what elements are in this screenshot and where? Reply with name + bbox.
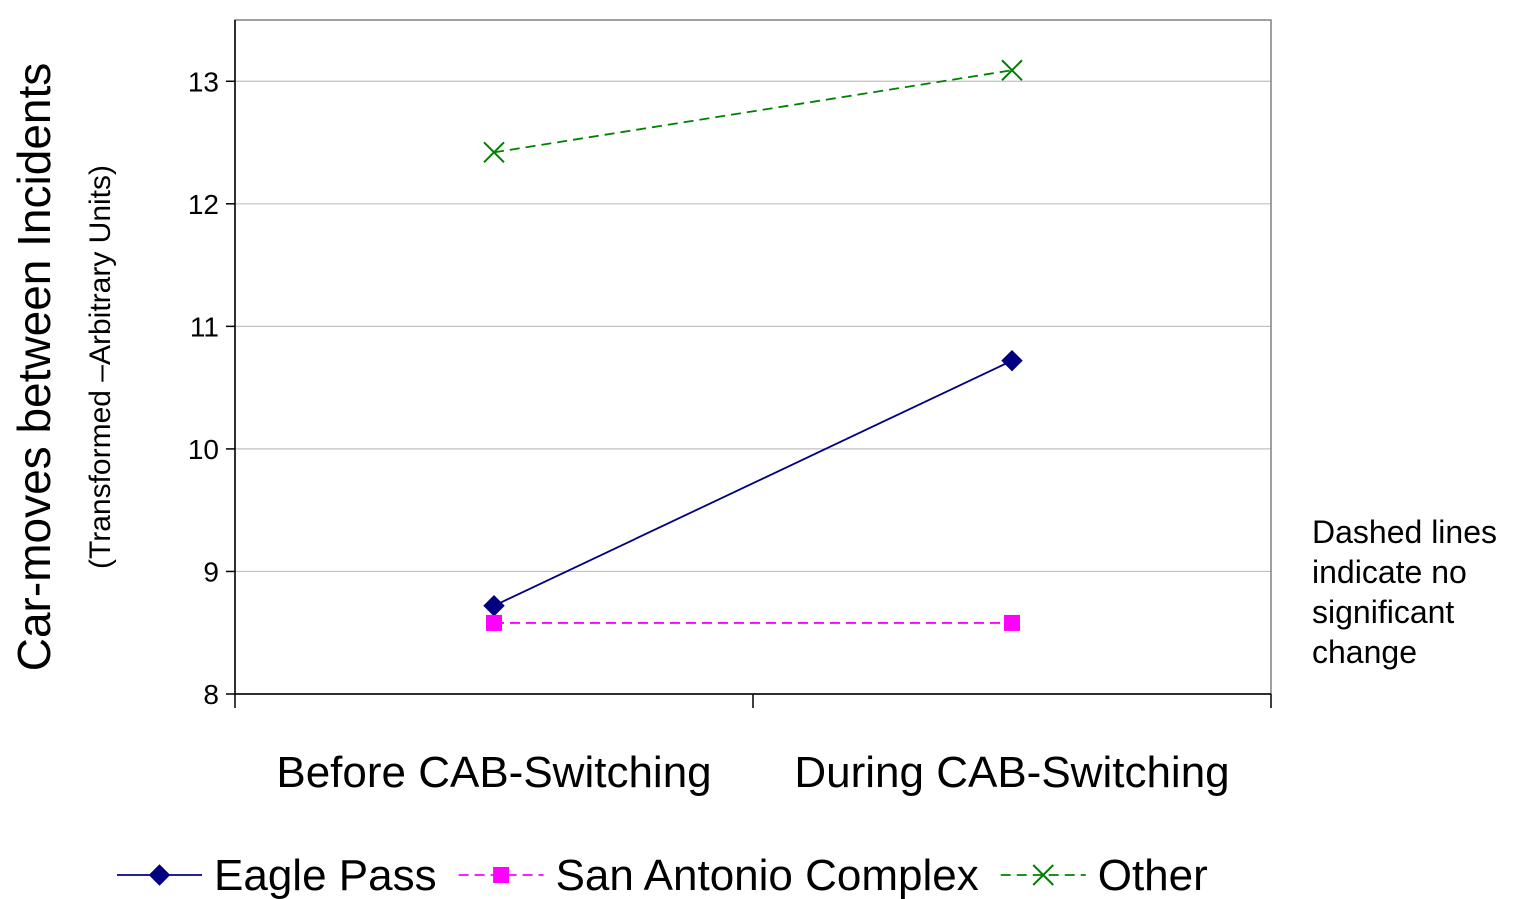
y-tick-label: 12	[188, 189, 219, 220]
y-axis-ticks: 8 9 10 11 12 13	[188, 66, 235, 710]
annotation: Dashed lines indicate no significant cha…	[1312, 514, 1497, 670]
y-tick-label: 8	[203, 679, 219, 710]
annotation-line: Dashed lines	[1312, 514, 1497, 550]
square-marker	[493, 867, 510, 883]
series-line	[493, 69, 1013, 154]
legend-label: San Antonio Complex	[556, 851, 979, 899]
y-tick-label: 13	[188, 66, 219, 97]
series-group	[483, 59, 1023, 631]
diamond-marker	[148, 864, 171, 886]
square-marker	[1004, 614, 1020, 631]
y-axis-title: Car-moves between Incidents	[8, 63, 60, 672]
series-san-antonio-complex	[486, 614, 1020, 631]
legend-item: Eagle Pass	[117, 851, 437, 899]
y-tick-label: 11	[190, 311, 219, 342]
plot-area	[234, 19, 1272, 695]
series-eagle-pass	[483, 349, 1023, 617]
square-marker	[486, 614, 502, 631]
legend-item: San Antonio Complex	[458, 851, 979, 899]
series-other	[483, 59, 1023, 164]
annotation-line: indicate no	[1312, 554, 1467, 590]
diamond-marker	[1001, 349, 1023, 372]
y-tick-label: 10	[188, 434, 219, 465]
x-marker	[1001, 59, 1023, 81]
gridlines	[235, 80, 1271, 695]
annotation-line: significant	[1312, 594, 1454, 630]
x-category-label: During CAB-Switching	[794, 748, 1229, 797]
legend-label: Eagle Pass	[214, 851, 437, 899]
annotation-line: change	[1312, 634, 1417, 670]
diamond-marker	[483, 595, 505, 617]
y-tick-label: 9	[203, 556, 219, 587]
axes	[234, 20, 1272, 708]
series-line	[493, 359, 1013, 607]
x-axis-categories: Before CAB-Switching During CAB-Switching	[276, 748, 1229, 797]
legend: Eagle Pass San Antonio Complex Other	[117, 851, 1208, 899]
y-axis-subtitle: (Transformed –Arbitrary Units)	[84, 165, 117, 569]
legend-label: Other	[1098, 851, 1208, 899]
x-category-label: Before CAB-Switching	[276, 748, 711, 797]
x-marker	[1032, 864, 1054, 886]
y-axis-label: Car-moves between Incidents (Transformed…	[8, 63, 117, 672]
x-marker	[483, 141, 505, 164]
legend-item: Other	[1000, 851, 1208, 899]
